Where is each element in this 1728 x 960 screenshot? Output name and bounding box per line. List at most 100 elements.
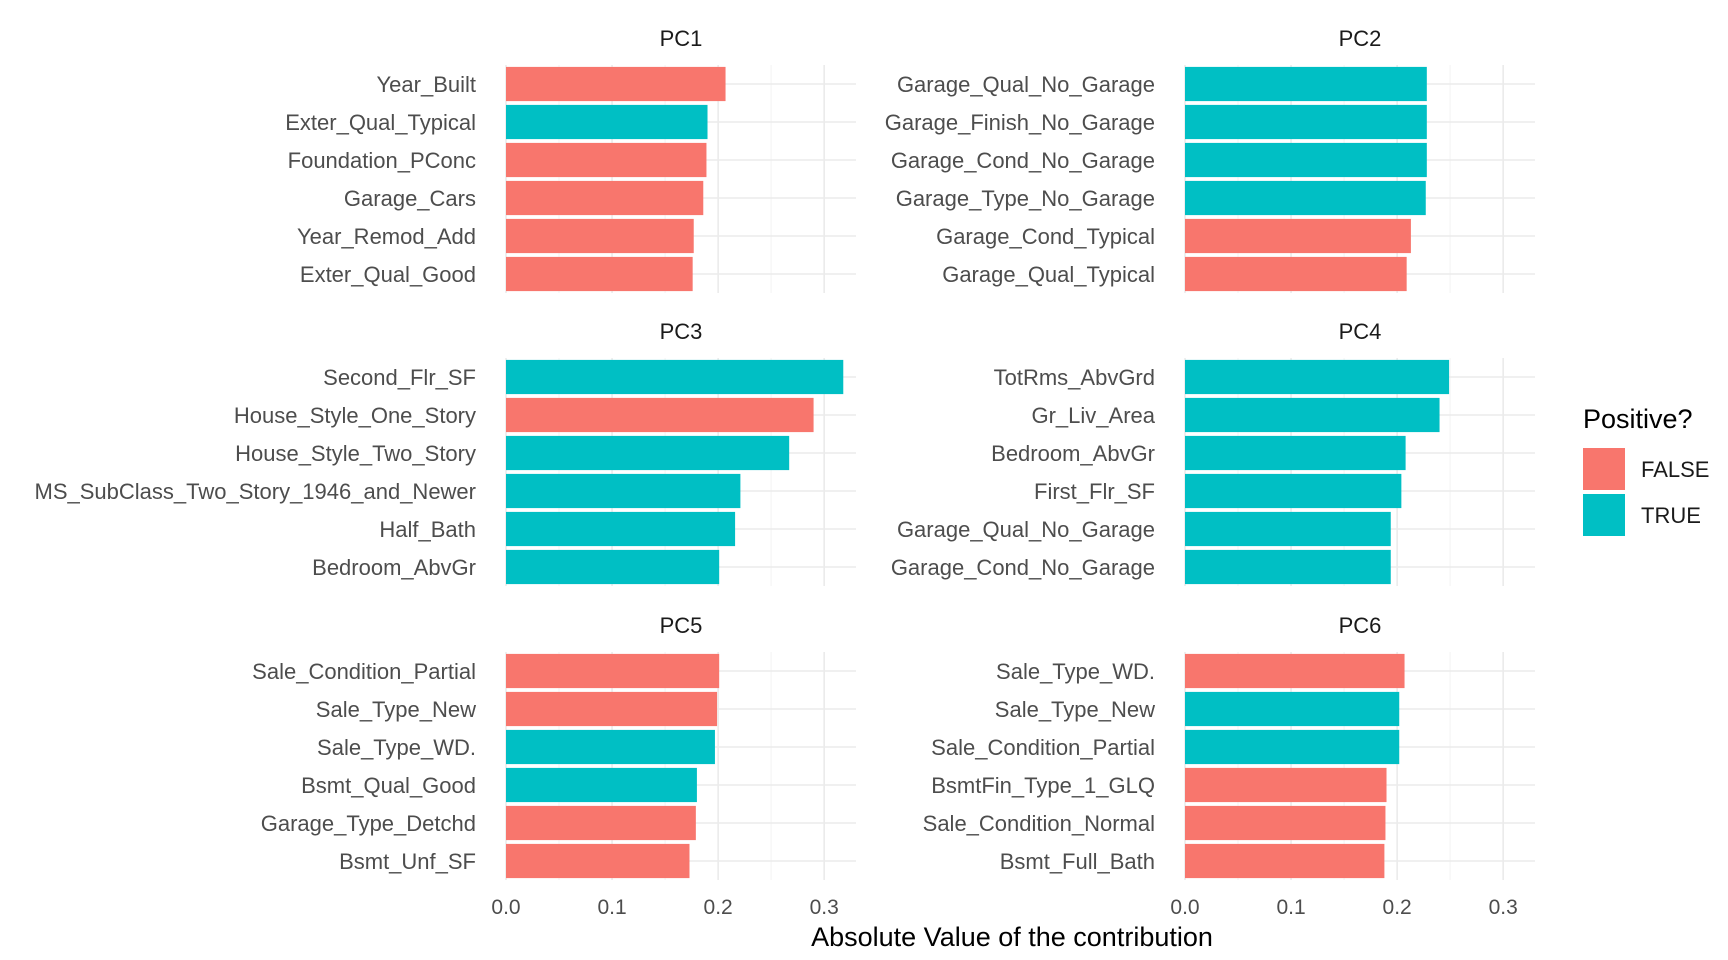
bar-pc1-exter-qual-typical <box>506 104 708 140</box>
bar-pc4-garage-qual-no-garage <box>1185 511 1391 547</box>
category-label-pc2: Garage_Finish_No_Garage <box>885 110 1155 135</box>
legend: Positive? FALSE TRUE <box>1583 404 1709 536</box>
bar-pc1-exter-qual-good <box>506 256 693 292</box>
bar-pc5-bsmt-unf-sf <box>506 843 690 879</box>
panel-title-pc4: PC4 <box>1339 319 1382 344</box>
legend-label-false: FALSE <box>1641 457 1709 482</box>
panel-title-pc6: PC6 <box>1339 613 1382 638</box>
category-label-pc2: Garage_Qual_No_Garage <box>897 72 1155 97</box>
chart-panels: PC1 Year_Built Exter_Qual_Typical Foundatio… <box>35 26 1535 919</box>
bar-pc5-sale-condition-partial <box>506 653 720 689</box>
bar-pc6-bsmt-full-bath <box>1185 843 1385 879</box>
category-label-pc2: Garage_Qual_Typical <box>942 262 1155 287</box>
bar-pc6-sale-condition-partial <box>1185 729 1400 765</box>
panel-title-pc1: PC1 <box>660 26 703 51</box>
bar-pc1-year-built <box>506 66 726 102</box>
category-label-pc4: TotRms_AbvGrd <box>994 365 1155 390</box>
category-label-pc2: Garage_Type_No_Garage <box>896 186 1155 211</box>
category-label-pc4: Bedroom_AbvGr <box>991 441 1155 466</box>
bar-pc2-garage-cond-typical <box>1185 218 1411 254</box>
bar-pc2-garage-cond-no-garage <box>1185 142 1427 178</box>
x-tick-label: 0.3 <box>1489 896 1518 919</box>
category-label-pc4: First_Flr_SF <box>1034 479 1155 504</box>
bar-pc6-sale-condition-normal <box>1185 805 1386 841</box>
category-label-pc1: Garage_Cars <box>344 186 476 211</box>
category-label-pc1: Foundation_PConc <box>288 148 476 173</box>
bar-pc6-bsmtfin-type-1-glq <box>1185 767 1387 803</box>
x-tick-label: 0.0 <box>491 896 520 919</box>
bar-pc4-bedroom-abvgr <box>1185 435 1406 471</box>
bar-pc4-totrms-abvgrd <box>1185 359 1450 395</box>
category-label-pc4: Gr_Liv_Area <box>1031 403 1155 428</box>
x-axis-title: Absolute Value of the contribution <box>811 922 1213 952</box>
legend-key-true <box>1583 494 1625 536</box>
category-label-pc4: Garage_Cond_No_Garage <box>891 555 1155 580</box>
panel-pc4: PC4 TotRms_AbvGrd Gr_Liv_Area Bedroom_AbvGr… <box>891 319 1535 586</box>
category-label-pc2: Garage_Cond_Typical <box>936 224 1155 249</box>
bar-pc3-house-style-two-story <box>506 435 790 471</box>
category-label-pc5: Sale_Type_New <box>316 697 476 722</box>
panel-title-pc3: PC3 <box>660 319 703 344</box>
bar-pc4-gr-liv-area <box>1185 397 1440 433</box>
bar-pc2-garage-type-no-garage <box>1185 180 1426 216</box>
bar-pc2-garage-qual-typical <box>1185 256 1407 292</box>
bar-pc5-sale-type-wd <box>506 729 715 765</box>
category-label-pc4: Garage_Qual_No_Garage <box>897 517 1155 542</box>
category-label-pc6: Sale_Condition_Partial <box>931 735 1155 760</box>
category-label-pc2: Garage_Cond_No_Garage <box>891 148 1155 173</box>
bar-pc3-ms-subclass-two-story-1946-and-newer <box>506 473 741 509</box>
category-label-pc1: Year_Built <box>377 72 476 97</box>
legend-key-false <box>1583 448 1625 490</box>
panel-pc1: PC1 Year_Built Exter_Qual_Typical Foundatio… <box>285 26 856 293</box>
category-label-pc1: Exter_Qual_Typical <box>285 110 476 135</box>
x-axis-title-group: Absolute Value of the contribution <box>811 922 1213 952</box>
bar-pc3-half-bath <box>506 511 736 547</box>
bar-pc3-bedroom-abvgr <box>506 549 720 585</box>
x-tick-label: 0.1 <box>1276 896 1305 919</box>
bar-pc1-year-remod-add <box>506 218 694 254</box>
bar-pc1-garage-cars <box>506 180 704 216</box>
category-label-pc3: House_Style_One_Story <box>234 403 476 428</box>
bar-pc3-house-style-one-story <box>506 397 814 433</box>
category-label-pc5: Bsmt_Qual_Good <box>301 773 476 798</box>
category-label-pc3: Bedroom_AbvGr <box>312 555 476 580</box>
bar-pc5-bsmt-qual-good <box>506 767 697 803</box>
legend-label-true: TRUE <box>1641 503 1701 528</box>
category-label-pc6: BsmtFin_Type_1_GLQ <box>931 773 1155 798</box>
panel-title-pc5: PC5 <box>660 613 703 638</box>
category-label-pc6: Sale_Condition_Normal <box>923 811 1155 836</box>
bar-pc2-garage-qual-no-garage <box>1185 66 1427 102</box>
category-label-pc6: Sale_Type_New <box>995 697 1155 722</box>
category-label-pc6: Sale_Type_WD. <box>996 659 1155 684</box>
x-tick-label: 0.2 <box>704 896 733 919</box>
bar-pc5-garage-type-detchd <box>506 805 696 841</box>
category-label-pc6: Bsmt_Full_Bath <box>1000 849 1155 874</box>
category-label-pc1: Year_Remod_Add <box>297 224 476 249</box>
bar-pc5-sale-type-new <box>506 691 718 727</box>
panel-pc6: PC6 Sale_Type_WD. Sale_Type_New Sale_Condit… <box>923 613 1535 919</box>
bar-pc6-sale-type-new <box>1185 691 1400 727</box>
bar-pc3-second-flr-sf <box>506 359 844 395</box>
bar-pc1-foundation-pconc <box>506 142 707 178</box>
bar-pc4-first-flr-sf <box>1185 473 1402 509</box>
category-label-pc5: Sale_Condition_Partial <box>252 659 476 684</box>
panel-pc2: PC2 Garage_Qual_No_Garage Garage_Finish_No… <box>885 26 1535 293</box>
bar-pc2-garage-finish-no-garage <box>1185 104 1427 140</box>
category-label-pc3: Half_Bath <box>379 517 476 542</box>
x-tick-label: 0.2 <box>1383 896 1412 919</box>
category-label-pc3: Second_Flr_SF <box>323 365 476 390</box>
category-label-pc5: Sale_Type_WD. <box>317 735 476 760</box>
category-label-pc5: Bsmt_Unf_SF <box>339 849 476 874</box>
x-tick-label: 0.1 <box>597 896 626 919</box>
panel-pc5: PC5 Sale_Condition_Partial Sale_Type_New Sa… <box>252 613 856 919</box>
x-tick-label: 0.3 <box>810 896 839 919</box>
bar-pc4-garage-cond-no-garage <box>1185 549 1391 585</box>
category-label-pc3: House_Style_Two_Story <box>235 441 476 466</box>
category-label-pc3: MS_SubClass_Two_Story_1946_and_Newer <box>35 479 476 504</box>
category-label-pc5: Garage_Type_Detchd <box>261 811 476 836</box>
legend-title: Positive? <box>1583 404 1693 434</box>
panel-pc3: PC3 Second_Flr_SF House_Style_One_Story Hou… <box>35 319 856 586</box>
category-label-pc1: Exter_Qual_Good <box>300 262 476 287</box>
bar-pc6-sale-type-wd <box>1185 653 1405 689</box>
